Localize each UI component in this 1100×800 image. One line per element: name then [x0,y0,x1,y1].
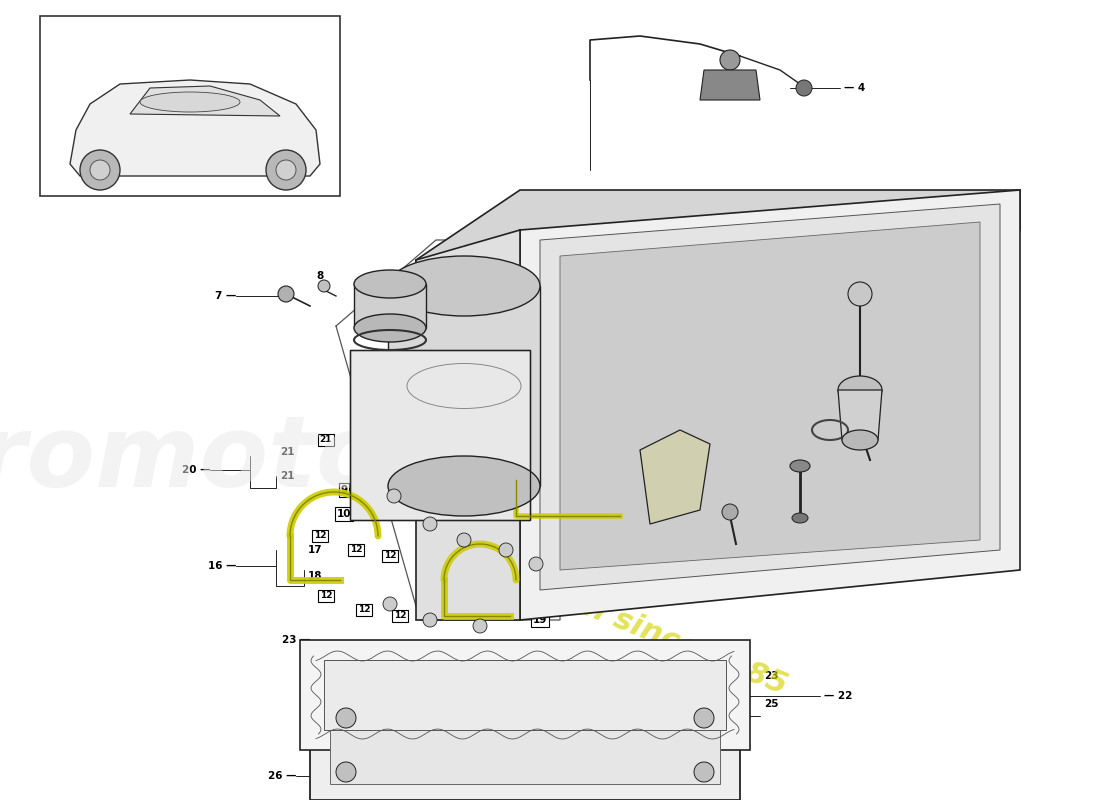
Text: 11: 11 [363,475,377,485]
Polygon shape [520,190,1020,620]
Polygon shape [640,430,710,524]
Polygon shape [388,286,540,486]
Text: — 3: — 3 [904,491,925,501]
Text: — 24: — 24 [516,781,544,791]
Text: 23 —: 23 — [282,635,310,645]
Text: 19: 19 [532,615,547,625]
Polygon shape [416,190,1020,300]
Polygon shape [130,86,280,116]
Text: 12: 12 [438,595,450,605]
Circle shape [473,619,487,633]
Text: 12: 12 [314,531,327,541]
Text: 26 —: 26 — [267,771,296,781]
Polygon shape [70,80,320,176]
Circle shape [720,50,740,70]
Text: 20 —: 20 — [182,465,210,475]
Polygon shape [700,70,760,100]
Text: — 25: — 25 [516,755,544,765]
Circle shape [90,160,110,180]
Text: 12: 12 [350,546,362,554]
Text: 21: 21 [320,435,332,445]
Text: 12: 12 [358,606,371,614]
Text: — 1: — 1 [984,375,1005,385]
Circle shape [266,150,306,190]
Text: 7 —: 7 — [214,291,236,301]
Circle shape [529,557,543,571]
Ellipse shape [790,460,810,472]
Circle shape [336,762,356,782]
Circle shape [278,286,294,302]
Text: 12: 12 [474,606,486,614]
Circle shape [336,708,356,728]
Circle shape [456,533,471,547]
Text: 8: 8 [316,271,323,281]
Text: 25: 25 [764,699,779,709]
Text: 6: 6 [434,315,441,325]
Circle shape [694,762,714,782]
Ellipse shape [388,256,540,316]
Ellipse shape [792,513,808,523]
Ellipse shape [388,456,540,516]
Text: 10: 10 [337,509,351,519]
Text: 14: 14 [637,455,651,465]
Circle shape [848,282,872,306]
Ellipse shape [838,376,882,404]
Text: — 4: — 4 [844,83,866,93]
Bar [40,16,340,196]
Text: a passion since 1985: a passion since 1985 [449,539,792,701]
Text: 23: 23 [764,671,779,681]
Text: 9: 9 [340,485,348,495]
Text: 13: 13 [563,491,578,501]
Bar [350,350,530,520]
Circle shape [80,150,120,190]
Polygon shape [416,230,520,620]
Polygon shape [540,204,1000,590]
Bar [354,284,426,328]
Circle shape [424,517,437,531]
Text: 12: 12 [394,611,406,621]
Text: 16 —: 16 — [208,561,236,571]
Text: 21: 21 [280,471,295,481]
Text: 12: 12 [384,551,396,561]
Circle shape [383,597,397,611]
Polygon shape [560,222,980,570]
Circle shape [694,708,714,728]
Ellipse shape [354,314,426,342]
Text: — 2: — 2 [924,425,945,435]
Circle shape [722,504,738,520]
Bar [330,706,720,784]
Ellipse shape [140,92,240,112]
Bar [300,640,750,750]
Circle shape [796,80,812,96]
Circle shape [318,280,330,292]
Polygon shape [838,390,882,440]
Text: 18: 18 [308,571,322,581]
Bar [310,690,740,800]
Circle shape [499,543,513,557]
Text: 5: 5 [434,295,441,305]
Circle shape [387,489,402,503]
Text: 17: 17 [308,545,322,555]
Text: 15: 15 [744,539,759,549]
Text: 21: 21 [519,655,532,665]
Text: — 22: — 22 [824,691,852,701]
Text: 12: 12 [320,591,332,601]
Text: euromotores: euromotores [0,411,562,509]
Circle shape [276,160,296,180]
Ellipse shape [842,430,878,450]
Ellipse shape [354,270,426,298]
Text: 21: 21 [280,447,295,457]
Bar [324,660,726,730]
Circle shape [424,613,437,627]
